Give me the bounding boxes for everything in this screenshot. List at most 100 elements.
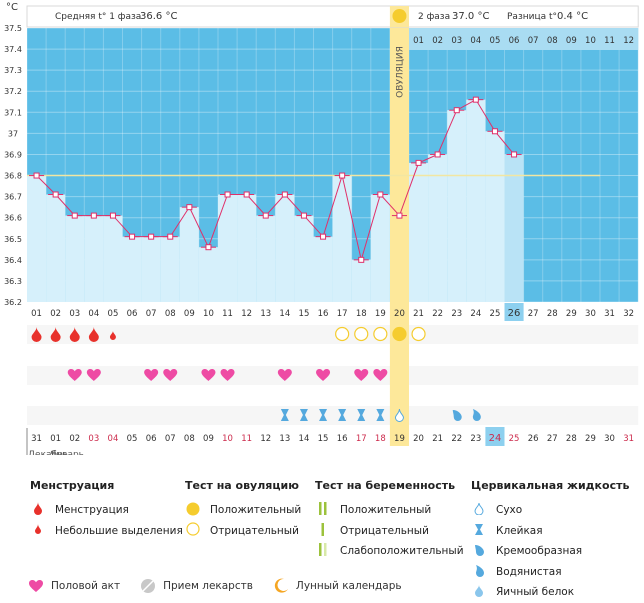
cycle-day-label: 16	[318, 309, 329, 319]
temperature-line	[36, 98, 515, 262]
month-label-january: Январь	[50, 450, 84, 455]
watery-icon	[471, 564, 487, 580]
phase2-value: 37.0 °С	[452, 11, 489, 22]
temperature-bar	[351, 259, 371, 302]
phase1-value: 36.6 °С	[140, 11, 177, 22]
heart-icon	[86, 369, 101, 381]
footer-lunar: Лунный календарь	[295, 580, 402, 592]
y-tick-label: 37.3	[4, 66, 22, 75]
legend-item: Кремообразная	[496, 545, 583, 558]
calendar-current	[485, 427, 505, 446]
temperature-point	[90, 212, 97, 219]
temperature-bar	[466, 99, 486, 303]
temperature-bar	[198, 247, 218, 302]
heart-icon	[29, 580, 43, 592]
creamy-icon	[471, 543, 487, 559]
sticky-icon	[319, 409, 328, 421]
calendar-date: 11	[241, 434, 252, 444]
row-band	[27, 325, 639, 344]
calendar-date: 29	[585, 434, 596, 444]
cycle-day-label: 29	[566, 309, 577, 319]
cycle-day-label: 07	[146, 309, 157, 319]
cycle-day-label: 14	[279, 309, 290, 319]
watery-icon	[472, 409, 481, 421]
calendar-date: 09	[203, 434, 214, 444]
phase1-label: Средняя t° 1 фаза	[55, 12, 141, 22]
heart-icon	[67, 369, 82, 381]
temperature-point	[109, 212, 116, 219]
calendar-date: 07	[165, 434, 176, 444]
negative-pregnancy-icon	[315, 522, 331, 539]
temperature-point	[262, 212, 269, 219]
legend-item: Слабоположительный	[340, 545, 464, 558]
temperature-point	[71, 212, 78, 219]
calendar-date: 21	[432, 434, 443, 444]
sticky-icon	[299, 409, 308, 421]
temperature-bar	[409, 162, 429, 302]
phase2-day-label: 06	[509, 36, 520, 46]
temperature-point	[148, 233, 155, 240]
temperature-point	[52, 191, 59, 198]
cycle-day-label: 28	[547, 309, 558, 319]
header-sun-icon	[392, 9, 407, 23]
temperature-bar	[179, 207, 199, 302]
calendar-date: 14	[299, 434, 310, 444]
ovulation-test-negative-icon	[335, 326, 350, 342]
cycle-day-label: 21	[413, 309, 424, 319]
cycle-day-label: 09	[184, 309, 195, 319]
temperature-point	[434, 151, 441, 158]
ovulation-test-negative-icon	[373, 326, 388, 342]
temperature-bar	[160, 236, 180, 302]
heart-icon	[316, 369, 331, 381]
legend-item: Отрицательный	[210, 524, 299, 537]
phase2-day-label: 03	[451, 36, 462, 46]
y-tick-label: 37.5	[4, 24, 22, 33]
dry-icon	[471, 502, 487, 518]
cycle-day-row	[27, 302, 639, 322]
calendar-date: 27	[547, 434, 558, 444]
sticky-icon	[338, 409, 347, 421]
calendar-ovulation	[389, 428, 409, 446]
y-tick-label: 36.4	[4, 256, 22, 265]
cycle-day-label: 17	[337, 309, 348, 319]
phase2-day-label: 02	[432, 36, 443, 46]
creamy-icon	[452, 410, 462, 421]
calendar-date: 30	[604, 434, 615, 444]
y-tick-label: 37	[8, 129, 18, 138]
temperature-bar	[65, 215, 85, 302]
calendar-date: 18	[375, 434, 386, 444]
legend-item: Сухо	[496, 504, 523, 517]
calendar-date: 05	[127, 434, 138, 444]
heart-icon	[277, 369, 292, 381]
row-band	[27, 406, 639, 425]
cycle-day-label: 18	[356, 309, 367, 319]
phase2-day-label: 04	[470, 36, 481, 46]
cycle-day-label: 20	[394, 309, 405, 319]
cycle-day-label: 04	[88, 309, 99, 319]
y-tick-label: 36.8	[4, 172, 22, 181]
y-tick-label: 36.6	[4, 214, 22, 223]
phase2-label: 2 фаза	[418, 12, 450, 22]
temperature-point	[300, 212, 307, 219]
cycle-day-label: 06	[127, 309, 138, 319]
temperature-bar	[237, 194, 257, 302]
header-band	[26, 5, 639, 28]
ovulation-test-positive-icon	[392, 326, 407, 342]
menstruation-icon	[69, 327, 80, 342]
cycle-day-label: 19	[375, 309, 386, 319]
cycle-day-label: 15	[299, 309, 310, 319]
cycle-day-label: 12	[241, 309, 252, 319]
diff-label: Разница t°	[507, 12, 557, 22]
temperature-point	[320, 233, 327, 240]
phase2-day-label: 12	[623, 36, 634, 46]
phase2-day-label: 01	[413, 36, 424, 46]
calendar-date: 13	[279, 434, 290, 444]
heart-icon	[201, 369, 216, 381]
legend-item: Отрицательный	[340, 524, 429, 537]
legend-pregnancy-test: Тест на беременность Положительный Отриц…	[315, 479, 464, 562]
temperature-point	[33, 172, 40, 179]
calendar-date: 22	[451, 434, 462, 444]
calendar-date: 16	[337, 434, 348, 444]
legend-item: Менструация	[55, 504, 129, 517]
calendar-date: 26	[528, 434, 539, 444]
